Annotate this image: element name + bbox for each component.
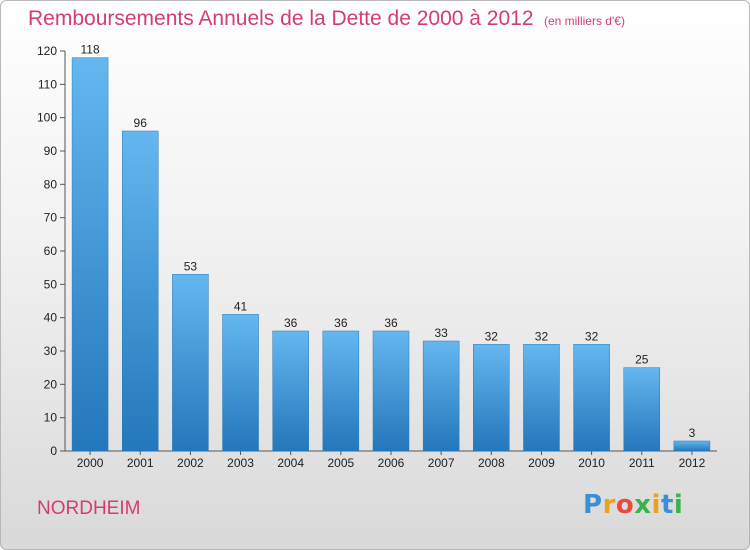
value-label: 36 [334,316,348,330]
value-label: 33 [434,326,448,340]
x-tick-label: 2003 [227,456,254,470]
x-tick-label: 2010 [578,456,605,470]
logo-letter: i [651,490,661,520]
value-label: 96 [134,116,148,130]
y-tick-label: 40 [44,311,58,325]
y-tick-label: 80 [44,177,58,191]
logo-letter: t [660,490,674,520]
title-unit: (en milliers d'€) [543,14,625,28]
bar-2008 [473,344,510,452]
value-label: 3 [689,426,696,440]
y-tick-label: 20 [44,377,58,391]
logo-letter: o [615,490,635,520]
value-label: 41 [234,299,248,313]
x-tick-label: 2009 [528,456,555,470]
value-label: 32 [535,329,549,343]
value-labels: 118 96 53 41 36 36 36 33 32 32 32 25 3 [81,43,696,440]
y-tick-label: 30 [44,344,58,358]
bar-2004 [272,330,309,452]
y-tick-label: 0 [50,444,57,458]
x-tick-label: 2005 [327,456,354,470]
value-label: 36 [284,316,298,330]
bar-2001 [121,130,159,452]
x-tick-label: 2000 [77,456,104,470]
x-tick-label: 2001 [127,456,154,470]
bar-2007 [422,340,460,452]
bar-2012 [673,440,711,452]
bar-2005 [322,330,360,452]
bar-2003 [222,314,259,452]
value-label: 32 [485,329,499,343]
y-tick-label: 100 [37,111,57,125]
x-tick-label: 2011 [629,456,655,470]
logo-letter: P [583,490,603,520]
title-main: Remboursements Annuels de la Dette de 20… [28,7,534,30]
bar-2010 [573,344,610,452]
chart-title: Remboursements Annuels de la Dette de 20… [28,7,625,31]
y-tick-label: 110 [38,77,57,91]
bar-2011 [623,367,661,452]
value-label: 36 [384,316,398,330]
proxiti-logo[interactable]: Proxiti [583,490,683,520]
y-tick-label: 90 [44,144,58,158]
x-tick-label: 2007 [428,456,455,470]
x-tick-label: 2002 [177,456,204,470]
x-tick-label: 2006 [378,456,405,470]
bars [71,57,711,452]
bar-2006 [372,330,410,452]
value-label: 118 [81,43,100,57]
bar-2009 [523,344,560,452]
logo-letter: x [634,490,652,520]
bar-2000 [71,57,109,452]
bar-2002 [172,274,209,452]
logo-letter: r [602,490,616,520]
x-tick-label: 2004 [277,456,304,470]
x-tick-label: 2012 [679,456,706,470]
value-label: 53 [184,259,198,273]
town-name: NORDHEIM [37,498,141,519]
value-label: 32 [585,329,599,343]
value-label: 25 [635,353,649,367]
y-tick-label: 120 [37,44,57,58]
y-tick-label: 60 [44,244,58,258]
y-tick-label: 10 [44,411,58,425]
y-tick-label: 50 [44,277,58,291]
logo-letter: i [673,490,684,520]
x-tick-label: 2008 [478,456,505,470]
y-tick-label: 70 [44,211,58,225]
